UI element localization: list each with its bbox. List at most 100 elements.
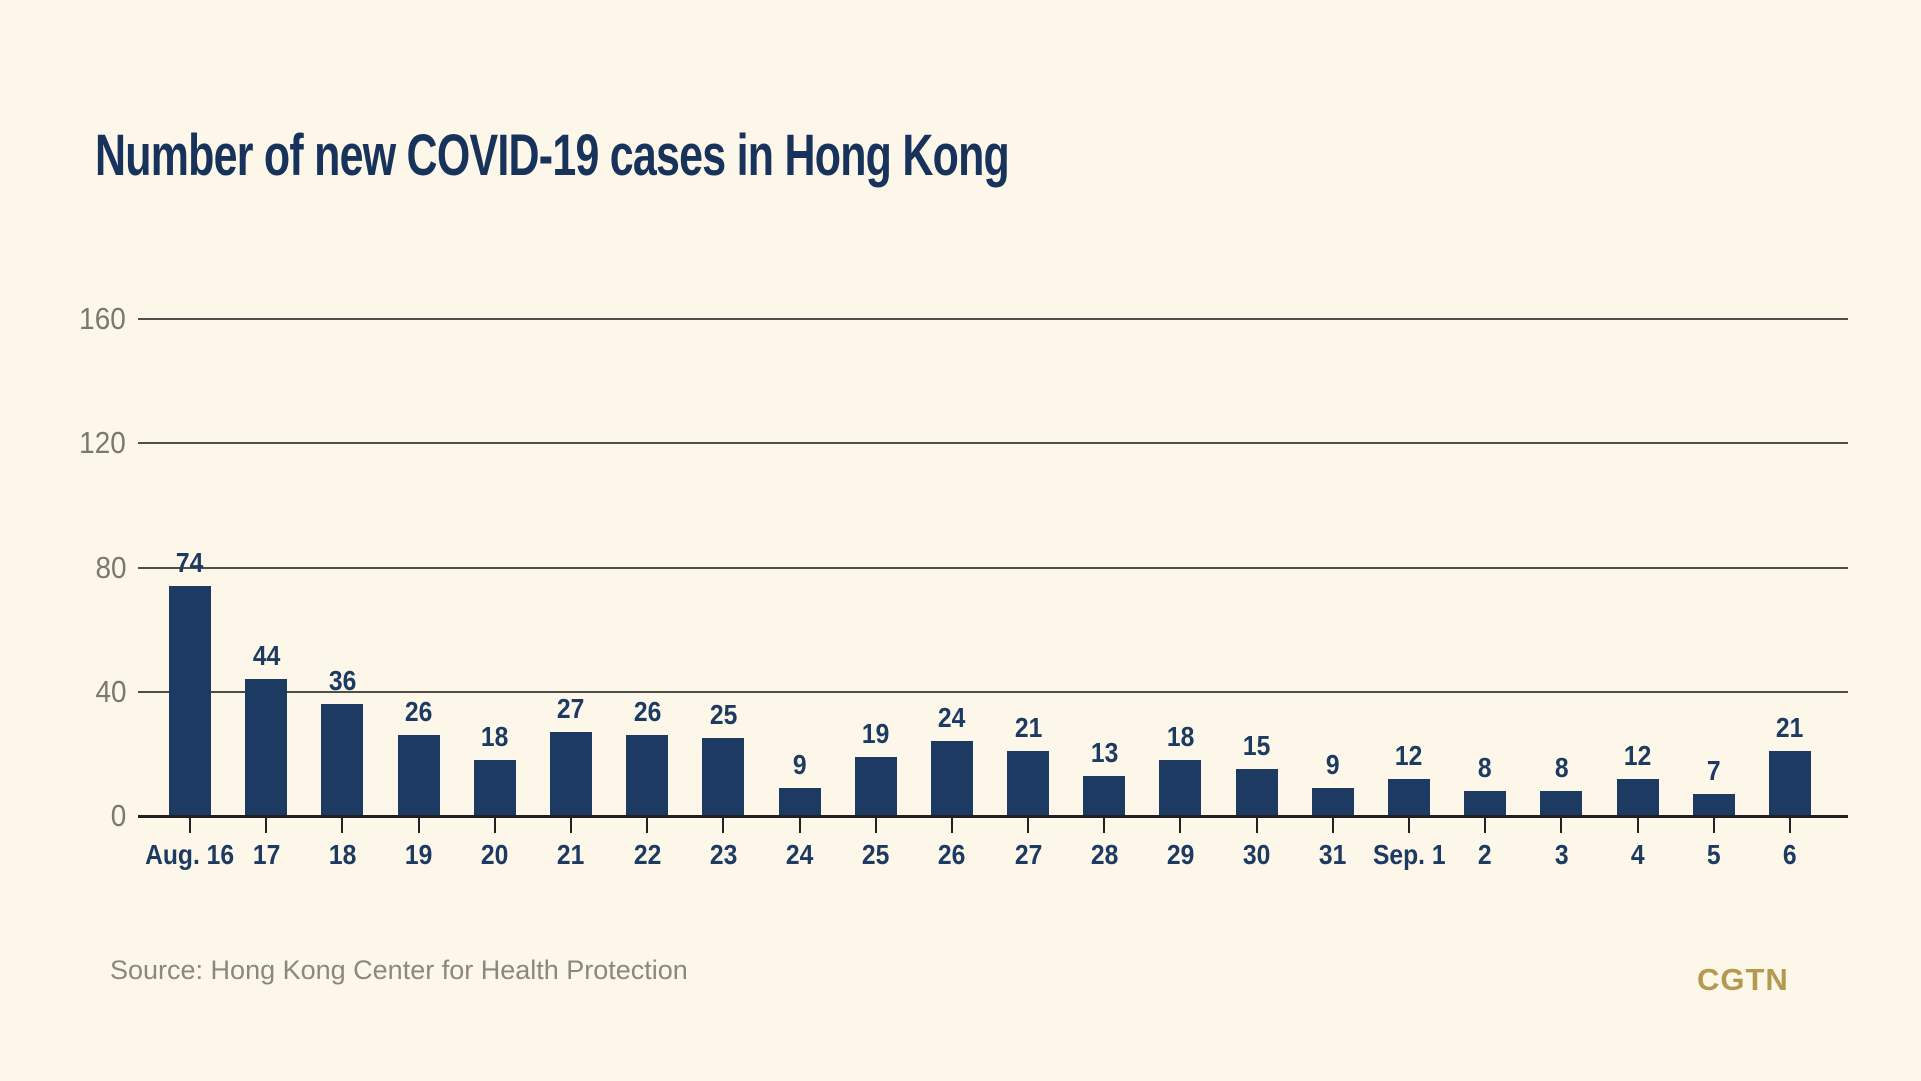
y-tick-label: 40 — [94, 673, 126, 709]
bar-value-label: 9 — [1325, 749, 1340, 781]
axis-tick-mark — [341, 818, 344, 833]
bar-value-label: 27 — [557, 693, 585, 725]
bar-value-label: 8 — [1478, 752, 1493, 784]
x-tick-label: 17 — [252, 839, 280, 870]
axis-tick-mark — [1103, 818, 1106, 833]
x-tick-label: 31 — [1319, 839, 1347, 870]
bar — [1388, 778, 1431, 816]
bar-value-label: 21 — [1014, 711, 1042, 743]
y-tick-label: 160 — [79, 301, 126, 336]
x-tick-label: 26 — [938, 839, 966, 870]
bar — [169, 586, 211, 816]
bar — [778, 788, 821, 816]
source-attribution: Source: Hong Kong Center for Health Prot… — [110, 955, 688, 985]
bar-value-label: 12 — [1623, 739, 1652, 771]
cgtn-logo: CGTN — [1697, 962, 1789, 997]
x-tick-label: 2 — [1478, 839, 1493, 870]
bar — [854, 756, 897, 816]
axis-tick-mark — [798, 818, 801, 833]
gridline-160 — [138, 318, 1848, 320]
axis-tick-mark — [646, 818, 649, 833]
axis-tick-mark — [1788, 818, 1791, 833]
bar-value-label: 15 — [1242, 730, 1271, 762]
bar-value-label: 24 — [938, 702, 966, 734]
y-tick-label: 0 — [110, 798, 126, 833]
x-tick-label: Aug. 16 — [145, 839, 235, 870]
bar — [245, 679, 288, 816]
axis-tick-mark — [874, 818, 877, 833]
x-tick-label: 30 — [1242, 839, 1271, 870]
bar-value-label: 12 — [1395, 739, 1423, 771]
bar — [1007, 750, 1050, 816]
x-tick-label: 22 — [633, 839, 661, 870]
y-tick-label: 120 — [79, 425, 126, 461]
axis-tick-mark — [417, 818, 420, 833]
bar-value-label: 36 — [328, 665, 357, 697]
bar-value-label: 18 — [481, 721, 509, 753]
bar — [930, 741, 973, 816]
chart-title: Number of new COVID-19 cases in Hong Kon… — [95, 123, 1010, 188]
bar — [1159, 760, 1202, 816]
axis-tick-mark — [722, 818, 725, 833]
axis-tick-mark — [569, 818, 572, 833]
x-tick-label: 25 — [861, 839, 890, 870]
axis-tick-mark — [493, 818, 496, 833]
axis-tick-mark — [1255, 818, 1258, 833]
axis-tick-mark — [1712, 818, 1715, 833]
bar-value-label: 26 — [404, 696, 433, 728]
bar-value-label: 18 — [1166, 721, 1195, 753]
x-tick-label: 28 — [1090, 839, 1118, 870]
x-tick-label: 24 — [785, 839, 814, 870]
gridline-80 — [138, 566, 1848, 569]
gridline-120 — [138, 442, 1848, 445]
bar — [397, 735, 440, 816]
bar — [1235, 769, 1278, 816]
x-tick-label: Sep. 1 — [1372, 839, 1446, 870]
bar — [549, 732, 592, 816]
bar — [1311, 788, 1354, 816]
axis-tick-mark — [1484, 818, 1487, 833]
bar-value-label: 7 — [1706, 755, 1721, 787]
axis-tick-mark — [189, 818, 191, 833]
bar — [321, 704, 364, 816]
axis-tick-mark — [1408, 818, 1411, 833]
bar — [1692, 794, 1735, 816]
axis-tick-mark — [1331, 818, 1334, 833]
bar-value-label: 8 — [1554, 752, 1569, 784]
bar-value-label: 13 — [1090, 736, 1118, 768]
gridline-40 — [138, 690, 1848, 693]
axis-tick-mark — [1027, 818, 1030, 833]
bar-value-label: 9 — [792, 749, 807, 781]
bar-value-label: 74 — [176, 547, 204, 579]
x-tick-label: 27 — [1014, 839, 1042, 870]
bar — [1464, 791, 1507, 816]
x-axis-line — [138, 815, 1848, 818]
bar-value-label: 44 — [252, 640, 280, 672]
axis-tick-mark — [1560, 818, 1563, 833]
x-tick-label: 4 — [1630, 839, 1645, 870]
bar — [1616, 778, 1659, 816]
x-tick-label: 5 — [1706, 839, 1721, 870]
axis-tick-mark — [1636, 818, 1639, 833]
bar-value-label: 25 — [709, 699, 738, 731]
x-tick-label: 3 — [1554, 839, 1569, 870]
y-tick-label: 80 — [94, 549, 126, 585]
x-tick-label: 20 — [481, 839, 509, 870]
bar — [702, 738, 745, 816]
x-tick-label: 6 — [1783, 839, 1797, 870]
bar — [1540, 791, 1583, 816]
axis-tick-mark — [265, 818, 268, 833]
x-tick-label: 23 — [709, 839, 738, 870]
axis-tick-mark — [950, 818, 953, 833]
x-tick-label: 19 — [404, 839, 433, 870]
axis-tick-mark — [1179, 818, 1182, 833]
bar-value-label: 19 — [861, 717, 890, 749]
bar-value-label: 26 — [633, 696, 661, 728]
bar — [1083, 775, 1126, 816]
bar — [473, 760, 516, 816]
x-tick-label: 21 — [557, 839, 585, 870]
x-tick-label: 29 — [1166, 839, 1195, 870]
bar — [626, 735, 669, 816]
x-tick-label: 18 — [328, 839, 357, 870]
